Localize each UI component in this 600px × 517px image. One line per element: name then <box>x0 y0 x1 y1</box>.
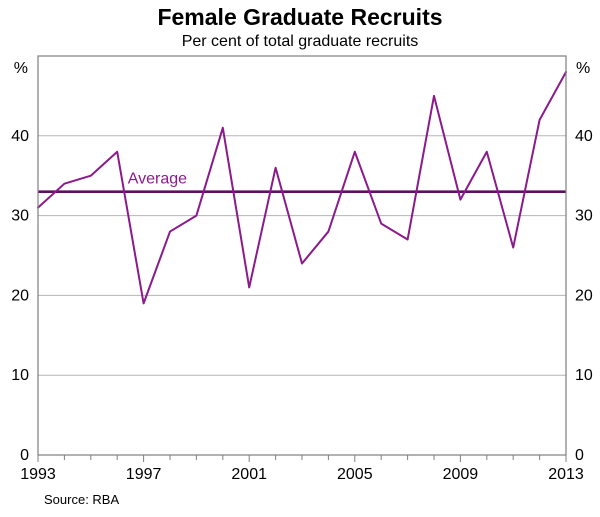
y-axis-label-right: 10 <box>575 367 593 384</box>
average-label: Average <box>128 171 187 188</box>
y-axis-label-right: 30 <box>575 208 593 225</box>
source-note: Source: RBA <box>44 492 120 507</box>
chart-title: Female Graduate Recruits <box>157 4 443 30</box>
y-axis-label-left: 40 <box>11 128 29 145</box>
y-axis-label-right: 0 <box>575 447 584 464</box>
y-axis-unit-right: % <box>576 60 590 77</box>
x-axis-label: 2005 <box>337 466 373 483</box>
y-axis-label-left: 20 <box>11 287 29 304</box>
y-axis-label-left: 10 <box>11 367 29 384</box>
y-axis-label-left: 0 <box>20 447 29 464</box>
plot-border <box>37 55 567 456</box>
x-axis-label: 2001 <box>231 466 267 483</box>
y-axis-unit-left: % <box>14 60 28 77</box>
x-axis-label: 1993 <box>20 466 56 483</box>
x-axis-label: 1997 <box>126 466 162 483</box>
series-line <box>37 70 567 305</box>
chart-subtitle: Per cent of total graduate recruits <box>181 33 419 50</box>
y-axis-label-left: 30 <box>11 208 29 225</box>
x-axis-label: 2009 <box>443 466 479 483</box>
y-axis-label-right: 20 <box>575 287 593 304</box>
y-axis-label-right: 40 <box>575 128 593 145</box>
x-axis-label: 2013 <box>548 466 584 483</box>
